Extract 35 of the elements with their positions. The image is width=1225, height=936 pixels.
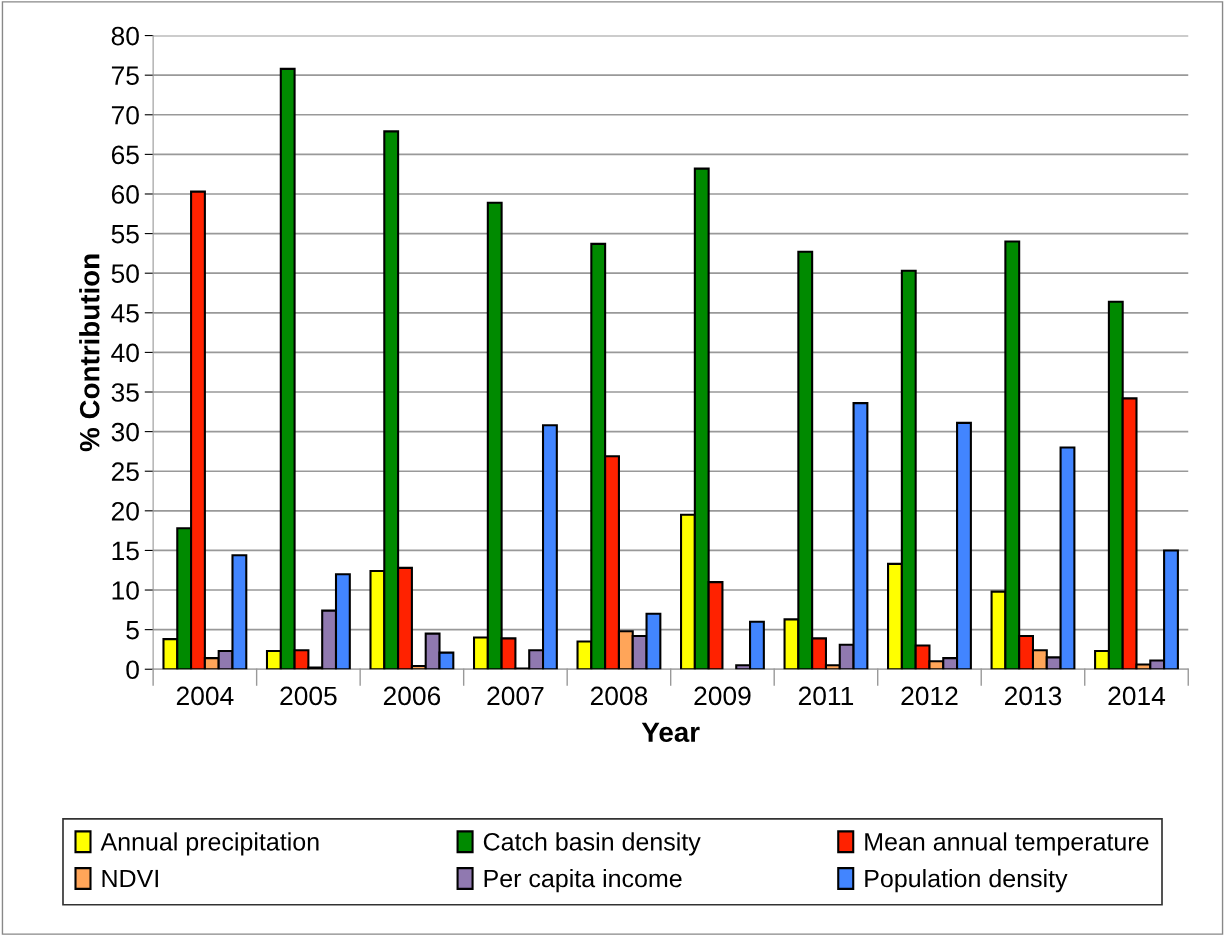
x-tick-label: 2005: [280, 686, 337, 706]
y-tick-label: 70: [111, 105, 139, 125]
y-tick-label: 75: [111, 66, 139, 85]
x-tick-label: 2007: [487, 686, 544, 706]
y-tick-label: 35: [111, 383, 139, 402]
y-tick-label: 80: [111, 26, 139, 46]
y-tick-label: 65: [111, 145, 139, 165]
x-tick-label: 2014: [1108, 686, 1166, 706]
x-tick-label: 2009: [694, 686, 751, 706]
x-tick-label: 2008: [590, 686, 648, 706]
legend-label: Catch basin density: [483, 832, 701, 856]
y-tick-label: 50: [111, 264, 139, 284]
y-tick-label: 5: [126, 621, 139, 640]
y-tick-label: 10: [112, 581, 139, 600]
x-tick-label: 2012: [901, 686, 958, 706]
y-tick-label: 45: [111, 304, 139, 323]
y-tick-label: 30: [111, 422, 139, 442]
y-axis-title: % Contribution: [79, 254, 100, 452]
y-tick-label: 20: [111, 501, 139, 521]
y-tick-label: 55: [111, 225, 139, 244]
x-tick-label: 2013: [1004, 686, 1062, 706]
y-tick-label: 40: [111, 343, 139, 363]
legend-label: Annual precipitation: [100, 832, 319, 856]
legend-label: NDVI: [102, 869, 158, 888]
x-tick-label: 2006: [383, 686, 441, 706]
y-tick-label: 0: [126, 660, 139, 680]
y-tick-label: 15: [112, 541, 139, 561]
y-tick-label: 25: [111, 462, 139, 482]
legend-label: Mean annual temperature: [865, 832, 1149, 856]
y-tick-label: 60: [111, 185, 139, 204]
legend-label: Population density: [865, 868, 1068, 893]
legend-label: Per capita income: [484, 868, 682, 893]
x-tick-label: 2011: [798, 686, 854, 706]
x-axis-title: Year: [641, 722, 700, 743]
x-tick-label: 2004: [176, 686, 234, 706]
